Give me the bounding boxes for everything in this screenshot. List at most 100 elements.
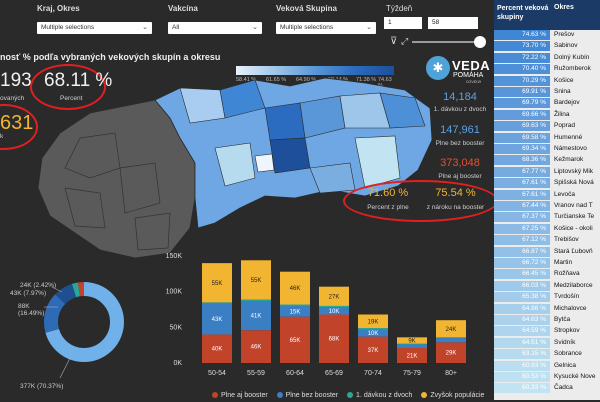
bar-segment[interactable] <box>436 320 466 338</box>
table-row[interactable]: 60.93 % Gelnica <box>494 360 600 371</box>
table-row[interactable]: 67.61 % Levoča <box>494 189 600 200</box>
legend-item[interactable]: Plne bez booster <box>276 392 338 399</box>
table-row[interactable]: 63.15 % Sobrance <box>494 349 600 360</box>
table-cell-percent: 66.45 % <box>494 269 550 280</box>
chevron-down-icon: ⌄ <box>366 24 372 31</box>
table-row[interactable]: 67.77 % Liptovský Mik <box>494 166 600 177</box>
stacked-bar-chart[interactable]: 0K 50K 100K 150K 40K 43K 55K 50-54 46K 41K 55K 55-5… <box>160 248 478 380</box>
table-row[interactable]: 69.66 % Žilina <box>494 109 600 120</box>
bar-segment[interactable] <box>202 303 232 335</box>
bar-segment[interactable] <box>319 305 349 308</box>
bar-segment[interactable] <box>241 260 271 300</box>
legend-label: Zvyšok populácie <box>430 392 485 399</box>
table-row[interactable]: 69.91 % Snina <box>494 87 600 97</box>
bar-segment[interactable] <box>397 344 427 349</box>
table-row[interactable]: 73.70 % Sabinov <box>494 41 600 52</box>
table-row[interactable]: 68.36 % Kežmarok <box>494 155 600 166</box>
table-row[interactable]: 67.44 % Vranov nad T <box>494 201 600 211</box>
table-header-percent[interactable]: Percent veková skupiny <box>497 5 549 21</box>
bar-segment[interactable] <box>319 286 349 306</box>
table-cell-district: Sabinov <box>554 42 578 50</box>
table-row[interactable]: 67.61 % Spišská Nová <box>494 178 600 189</box>
table-row[interactable]: 70.40 % Ružomberok <box>494 64 600 75</box>
bar-segment[interactable] <box>280 316 310 363</box>
table-row[interactable]: 67.25 % Košice - okoli <box>494 223 600 234</box>
table-row[interactable]: 69.79 % Bardejov <box>494 98 600 109</box>
donut-slice-other[interactable] <box>44 282 124 362</box>
bar-segment[interactable] <box>280 305 310 317</box>
bar-segment[interactable] <box>241 330 271 363</box>
table-row[interactable]: 69.58 % Humenné <box>494 132 600 143</box>
table-row[interactable]: 67.12 % Trebišov <box>494 235 600 246</box>
table-row[interactable]: 69.63 % Poprad <box>494 121 600 132</box>
filter-age-value: Multiple selections <box>280 24 334 31</box>
table-cell-percent: 69.66 % <box>494 109 550 120</box>
table-row[interactable]: 66.03 % Medzilaborce <box>494 280 600 291</box>
bar-segment[interactable] <box>436 342 466 363</box>
filter-age-select[interactable]: Multiple selections ⌄ <box>276 22 376 34</box>
table-row[interactable]: 64.59 % Stropkov <box>494 326 600 337</box>
x-tick-label: 80+ <box>445 370 457 377</box>
table-cell-percent: 69.79 % <box>494 98 550 109</box>
focus-mode-icon[interactable]: ⤢ <box>401 36 409 46</box>
table-row[interactable]: 66.87 % Stará Ľubovň <box>494 246 600 257</box>
week-from-input[interactable]: 1 <box>384 17 422 29</box>
legend-item[interactable]: Zvyšok populácie <box>421 392 484 399</box>
bar-segment[interactable] <box>358 329 388 337</box>
week-slider[interactable]: ⊽ ⤢ <box>390 36 486 48</box>
table-row[interactable]: 64.51 % Svidník <box>494 337 600 348</box>
bar-segment[interactable] <box>397 348 427 363</box>
bar-segment[interactable] <box>241 300 271 331</box>
week-to-input[interactable]: 58 <box>428 17 478 29</box>
bar-segment[interactable] <box>202 334 232 363</box>
filter-region-select[interactable]: Multiple selections ⌄ <box>37 22 152 34</box>
logo-subtitle: POMÁHA <box>453 72 484 79</box>
table-row[interactable]: 64.86 % Michalovce <box>494 303 600 314</box>
filter-icon[interactable]: ⊽ <box>390 36 398 47</box>
bar-segment[interactable] <box>202 263 232 303</box>
x-tick-label: 60-64 <box>286 370 304 377</box>
bar-segment[interactable] <box>397 343 427 345</box>
table-header-district[interactable]: Okres <box>554 4 574 11</box>
table-cell-district: Turčianske Te <box>554 213 595 221</box>
kpi-pct-booster-value: 75.54 % <box>435 187 476 199</box>
table-cell-percent: 64.63 % <box>494 315 550 325</box>
table-row[interactable]: 60.33 % Čadca <box>494 383 600 394</box>
kpi-vaccinated-partial-caption: ovaných <box>0 95 25 102</box>
bar-segment[interactable] <box>358 328 388 330</box>
table-cell-district: Liptovský Mik <box>554 167 594 175</box>
veda-logo-icon: ✱ <box>426 56 450 80</box>
legend-item[interactable]: Plne aj booster <box>212 392 268 399</box>
slider-handle[interactable] <box>474 36 486 48</box>
table-row[interactable]: 74.63 % Prešov <box>494 30 600 40</box>
table-cell-district: Námestovo <box>554 145 587 152</box>
kpi-first-dose-caption: 1. dávkou z dvoch <box>433 106 487 113</box>
table-row[interactable]: 72.22 % Dolný Kubín <box>494 52 600 63</box>
table-cell-percent: 64.51 % <box>494 337 550 348</box>
bar-segment[interactable] <box>202 302 232 304</box>
table-row[interactable]: 64.63 % Bytča <box>494 315 600 325</box>
donut-slice-booster[interactable] <box>44 282 124 362</box>
table-row[interactable]: 67.37 % Turčianske Te <box>494 212 600 223</box>
bar-segment[interactable] <box>241 299 271 301</box>
bar-segment[interactable] <box>436 338 466 343</box>
filter-vaccine-select[interactable]: All ⌄ <box>168 22 262 34</box>
table-row[interactable]: 65.38 % Tvrdošín <box>494 292 600 303</box>
bar-segment[interactable] <box>319 314 349 363</box>
bar-segment[interactable] <box>319 307 349 315</box>
table-row[interactable]: 60.53 % Kysucké Nove <box>494 372 600 382</box>
table-row[interactable]: 66.72 % Martin <box>494 258 600 268</box>
map-region-west[interactable] <box>37 99 196 259</box>
bar-segment[interactable] <box>280 271 310 305</box>
table-row[interactable]: 66.45 % Rožňava <box>494 269 600 280</box>
bar-segment[interactable] <box>358 336 388 363</box>
bar-segment[interactable] <box>280 304 310 306</box>
table-row[interactable]: 70.29 % Košice <box>494 75 600 86</box>
bar-segment[interactable] <box>436 337 466 339</box>
bar-segment[interactable] <box>397 337 427 344</box>
donut-chart[interactable] <box>0 265 160 400</box>
table-row[interactable]: 69.34 % Námestovo <box>494 144 600 154</box>
legend-item[interactable]: 1. dávkou z dvoch <box>347 392 412 399</box>
filter-vaccine-label: Vakcína <box>168 4 198 13</box>
bar-segment[interactable] <box>358 314 388 329</box>
